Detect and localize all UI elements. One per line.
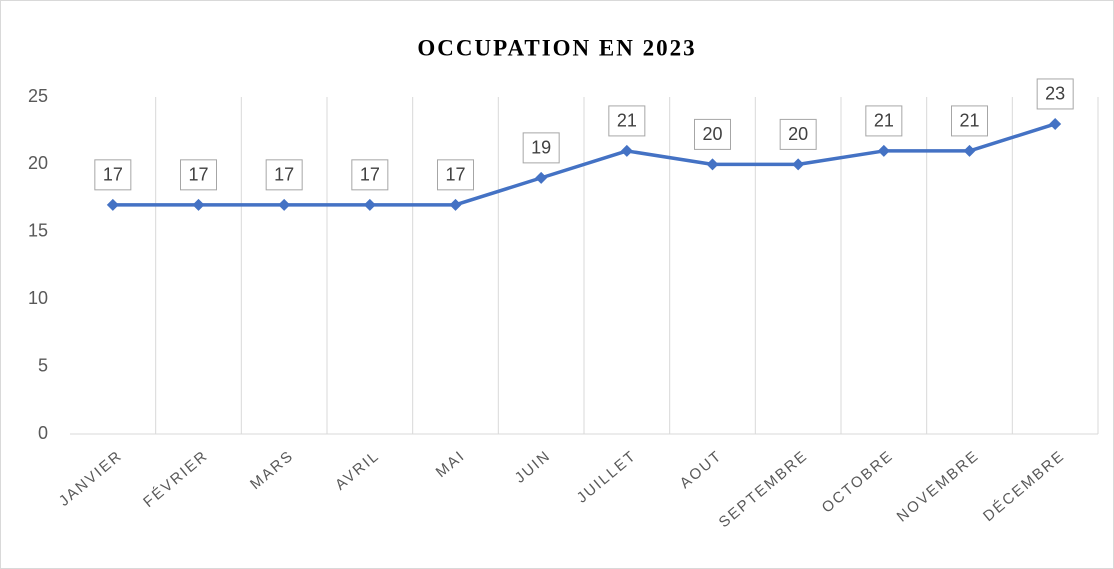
data-label: 17 [360,165,380,185]
data-label-box [694,118,731,150]
data-label: 21 [959,111,979,131]
data-label-box [779,118,817,150]
data-label-box [522,132,560,164]
y-tick-label: 0 [38,423,48,443]
line [112,122,1056,207]
data-label: 20 [788,124,808,144]
marker [449,198,462,211]
marker [535,171,548,184]
data-label: 19 [531,138,551,158]
chart-title: OCCUPATION EN 2023 [417,35,696,60]
marker [877,144,890,157]
marker [1049,117,1062,130]
marker [620,144,633,157]
data-label-box [865,105,903,137]
marker [363,198,376,211]
data-label-box [437,159,474,191]
data-label-box [180,159,217,191]
y-tick-label: 20 [28,153,48,173]
data-label: 21 [617,111,637,131]
data-label: 20 [702,124,722,144]
data-label-box [951,105,988,137]
data-label: 17 [445,165,465,185]
y-tick-label: 5 [38,355,48,375]
marker [792,158,805,171]
y-tick-label: 15 [28,221,48,241]
y-tick-label: 10 [28,288,48,308]
data-label-box [265,159,303,191]
data-label: 17 [103,165,123,185]
data-label: 17 [274,165,294,185]
data-label: 17 [188,165,208,185]
data-label: 21 [874,111,894,131]
marker [706,158,719,171]
marker [278,198,291,211]
data-label-box [608,105,646,137]
data-label-box [1036,78,1074,110]
marker [963,144,976,157]
marker [192,198,205,211]
y-tick-label: 25 [28,86,48,106]
data-label-box [351,159,389,191]
marker [106,198,119,211]
data-label-box [94,159,132,191]
data-label: 23 [1045,84,1065,104]
